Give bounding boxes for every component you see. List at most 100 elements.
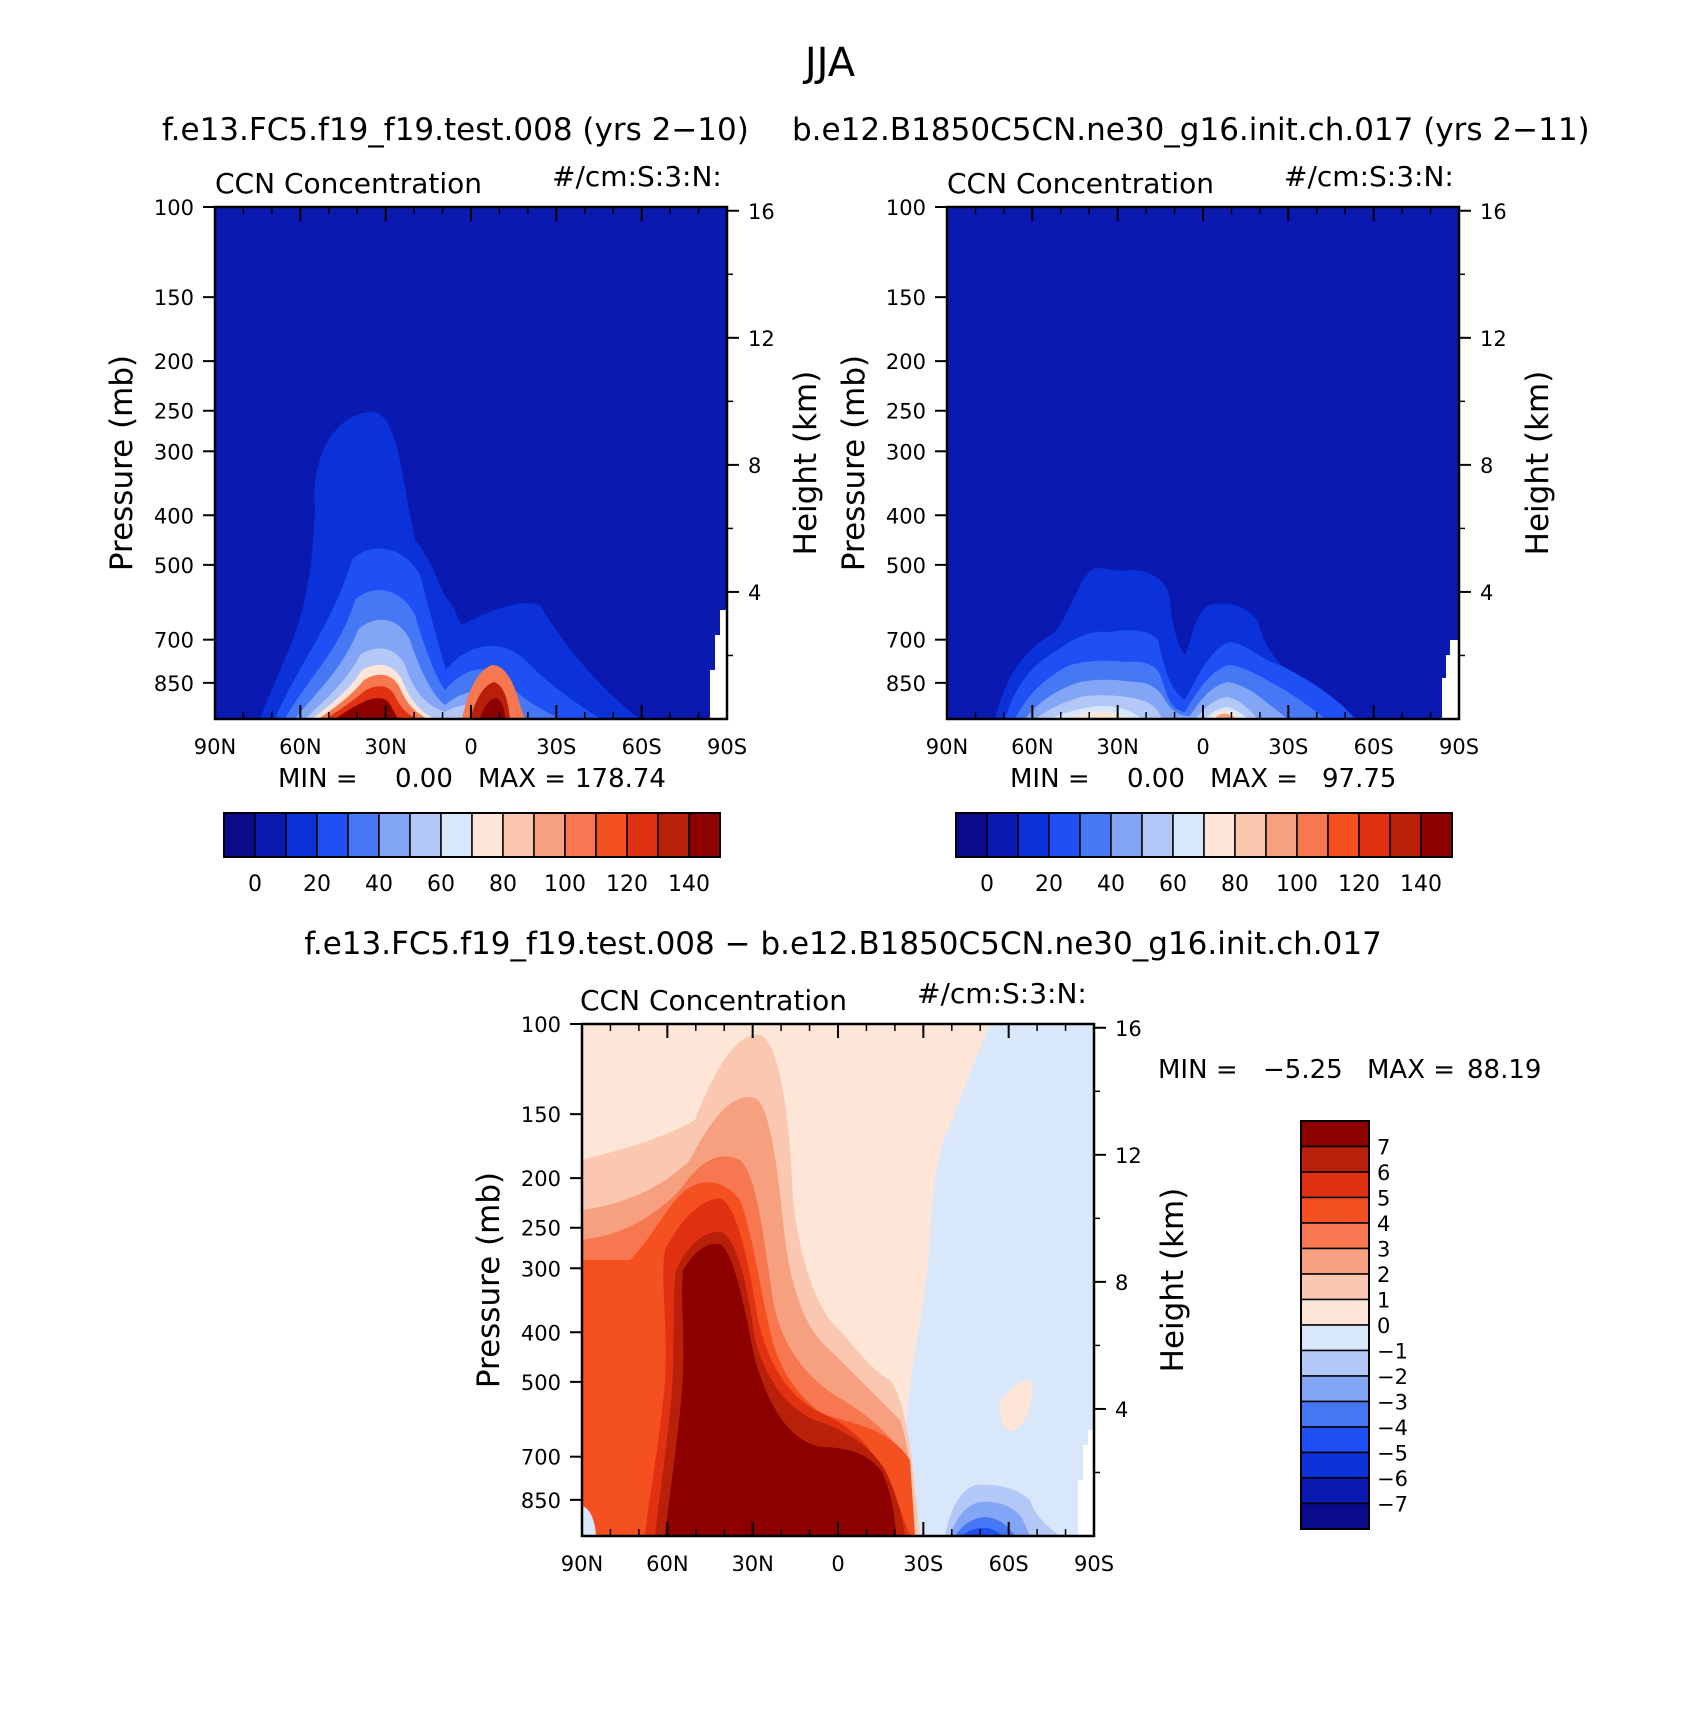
y2-tick-label: 16	[1480, 200, 1507, 224]
y-tick-label: 700	[154, 629, 194, 653]
y-tick-label: 100	[521, 1013, 561, 1037]
colorbar-label: 0	[980, 872, 994, 897]
colorbar-label: −5	[1377, 1442, 1408, 1466]
colorbar-label: 40	[1097, 872, 1125, 897]
x-tick-label: 90S	[1074, 1552, 1114, 1576]
colorbar-swatch	[1300, 1120, 1370, 1148]
colorbar-label: 2	[1377, 1263, 1390, 1287]
min-value: −5.25	[1263, 1055, 1343, 1085]
colorbar-swatch	[1048, 812, 1081, 858]
y2-axis-label: Height (km)	[1155, 1188, 1191, 1373]
colorbar-swatch	[1296, 812, 1329, 858]
colorbar-swatch	[1300, 1145, 1370, 1173]
colorbar-swatch	[1420, 812, 1453, 858]
x-tick-label: 60S	[622, 735, 662, 759]
y2-axis: 16 12 8 4	[727, 200, 775, 657]
colorbar-swatch	[1300, 1349, 1370, 1377]
y2-tick-label: 16	[1115, 1017, 1142, 1041]
plot-title: CCN Concentration	[215, 167, 482, 200]
colorbar-label: −3	[1377, 1391, 1408, 1415]
colorbar-label: 1	[1377, 1289, 1390, 1313]
colorbar-swatch	[1110, 812, 1143, 858]
y-tick-label: 300	[154, 440, 194, 464]
colorbar-swatch	[1300, 1426, 1370, 1454]
units-label: #/cm:S:3:N:	[1284, 160, 1454, 193]
x-tick-label: 60N	[646, 1552, 688, 1576]
units-label: #/cm:S:3:N:	[917, 977, 1087, 1010]
y-tick-label: 500	[154, 554, 194, 578]
x-tick-label: 90N	[561, 1552, 603, 1576]
plot-title: CCN Concentration	[947, 167, 1214, 200]
colorbar-swatch	[1079, 812, 1112, 858]
colorbar-label: 0	[248, 872, 262, 897]
y2-axis-label: Height (km)	[788, 371, 824, 556]
colorbar-swatch	[378, 812, 411, 858]
contour-field	[215, 207, 727, 719]
x-tick-label: 60S	[989, 1552, 1029, 1576]
panel-model2: CCN Concentration #/cm:S:3:N: 90N 60N 30N 0…	[836, 160, 1556, 897]
colorbar-label: 7	[1377, 1136, 1390, 1160]
y2-tick-label: 4	[1115, 1398, 1128, 1422]
colorbar-swatch	[1300, 1247, 1370, 1275]
y-tick-label: 250	[886, 400, 926, 424]
colorbar-label: 20	[303, 872, 331, 897]
colorbar-swatch	[1358, 812, 1391, 858]
season-title: JJA	[802, 40, 856, 86]
colorbar-label: 60	[1159, 872, 1187, 897]
colorbar-swatch	[986, 812, 1019, 858]
y-tick-label: 200	[154, 350, 194, 374]
y-axis-label: Pressure (mb)	[836, 355, 872, 571]
y2-tick-label: 12	[748, 327, 775, 351]
y-tick-label: 700	[886, 629, 926, 653]
colorbar-swatch	[1300, 1196, 1370, 1224]
y-tick-label: 300	[886, 440, 926, 464]
y2-axis-label: Height (km)	[1520, 371, 1556, 556]
colorbar-swatch	[223, 812, 256, 858]
y-tick-label: 850	[886, 672, 926, 696]
colorbar-label: 4	[1377, 1212, 1390, 1236]
y2-axis: 16 12 8 4	[1094, 1017, 1142, 1474]
colorbar-swatch	[626, 812, 659, 858]
y-tick-label: 400	[521, 1321, 561, 1345]
y-tick-label: 850	[154, 672, 194, 696]
y-axis: 100 150 200 250 300 400 500 700 850	[521, 1013, 582, 1513]
colorbar-swatch	[1300, 1324, 1370, 1352]
x-tick-label: 60S	[1354, 735, 1394, 759]
panel-model1: CCN Concentration #/cm:S:3:N: 90N 60N 30N 0…	[104, 160, 824, 897]
colorbar-frame	[955, 812, 1453, 858]
x-tick-label: 0	[831, 1552, 844, 1576]
y-axis: 100 150 200 250 300 400 500 700 850	[154, 196, 215, 696]
min-value: 0.00	[1127, 764, 1185, 794]
colorbar-label: 20	[1035, 872, 1063, 897]
x-tick-label: 60N	[1011, 735, 1053, 759]
colorbar-label: −1	[1377, 1340, 1408, 1364]
y-tick-label: 400	[154, 504, 194, 528]
colorbar-swatch	[1300, 1400, 1370, 1428]
colorbar-swatch	[285, 812, 318, 858]
colorbar-swatch	[409, 812, 442, 858]
y2-tick-label: 8	[1480, 454, 1493, 478]
colorbar-swatch	[1265, 812, 1298, 858]
colorbar-label: 140	[1400, 872, 1442, 897]
min-value: 0.00	[395, 764, 453, 794]
x-tick-label: 30N	[1096, 735, 1138, 759]
y-axis-label: Pressure (mb)	[104, 355, 140, 571]
min-label: MIN =	[278, 764, 358, 794]
y2-tick-label: 12	[1480, 327, 1507, 351]
colorbar-label: 120	[606, 872, 648, 897]
y-tick-label: 200	[521, 1167, 561, 1191]
colorbar-swatch	[471, 812, 504, 858]
max-label: MAX =	[1210, 764, 1298, 794]
colorbar-label: 100	[544, 872, 586, 897]
title-model1: f.e13.FC5.f19_f19.test.008 (yrs 2−10)	[162, 112, 749, 148]
y-tick-label: 100	[886, 196, 926, 220]
colorbar-label: 6	[1377, 1161, 1390, 1185]
x-tick-label: 90N	[194, 735, 236, 759]
colorbar-swatch	[254, 812, 287, 858]
x-tick-label: 60N	[279, 735, 321, 759]
colorbar-swatch	[1141, 812, 1174, 858]
y-tick-label: 150	[886, 286, 926, 310]
y-tick-label: 700	[521, 1446, 561, 1470]
colorbar-swatch	[533, 812, 566, 858]
